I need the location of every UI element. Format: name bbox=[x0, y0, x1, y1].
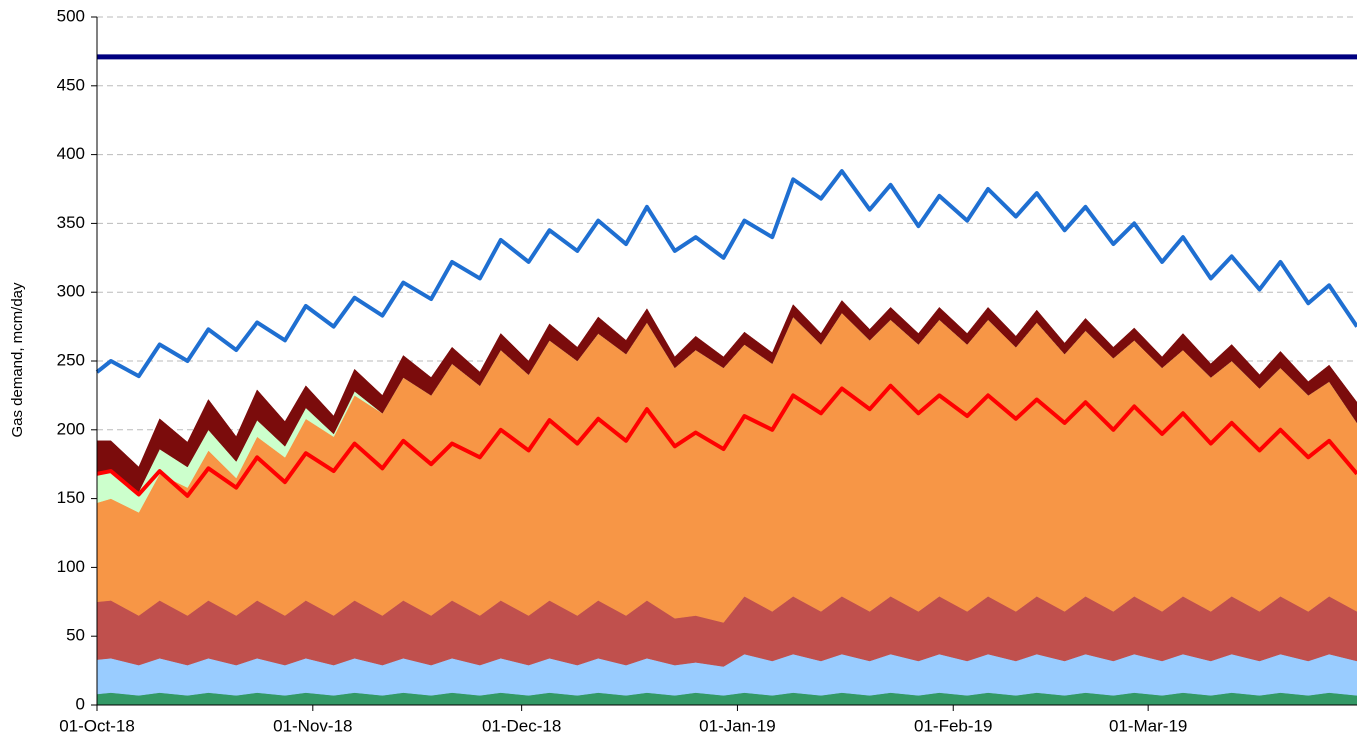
y-tick-label: 50 bbox=[66, 626, 85, 645]
x-tick-label: 01-Nov-18 bbox=[273, 716, 352, 735]
y-tick-label: 400 bbox=[57, 144, 85, 163]
y-axis-label: Gas demand, mcm/day bbox=[9, 282, 26, 438]
x-tick-label: 01-Oct-18 bbox=[59, 716, 135, 735]
y-tick-label: 200 bbox=[57, 419, 85, 438]
x-tick-label: 01-Jan-19 bbox=[699, 716, 776, 735]
x-tick-label: 01-Mar-19 bbox=[1109, 716, 1187, 735]
x-tick-label: 01-Dec-18 bbox=[482, 716, 561, 735]
y-tick-label: 450 bbox=[57, 75, 85, 94]
y-tick-label: 0 bbox=[76, 694, 85, 713]
y-tick-label: 500 bbox=[57, 6, 85, 25]
line bbox=[96, 383, 1357, 498]
stacked-area bbox=[96, 300, 1357, 493]
y-tick-label: 300 bbox=[57, 282, 85, 301]
x-tick-label: 01-Feb-19 bbox=[914, 716, 992, 735]
y-tick-label: 350 bbox=[57, 213, 85, 232]
y-tick-label: 100 bbox=[57, 557, 85, 576]
y-tick-label: 250 bbox=[57, 350, 85, 369]
y-tick-label: 150 bbox=[57, 488, 85, 507]
line bbox=[95, 169, 1357, 379]
